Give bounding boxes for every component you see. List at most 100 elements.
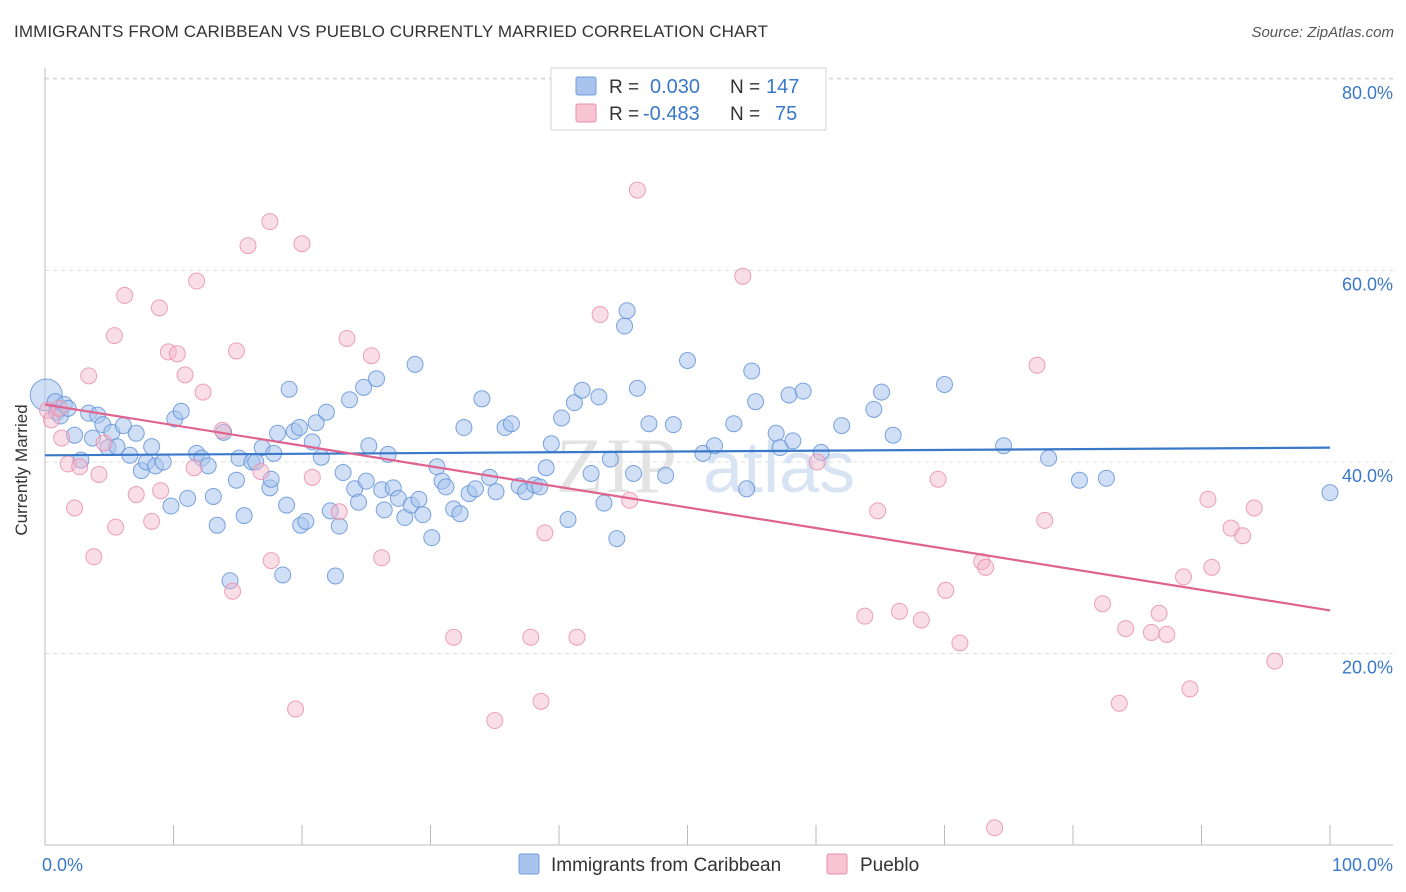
data-point-caribbean <box>179 489 197 507</box>
data-point-pueblo <box>1158 625 1176 643</box>
data-point-pueblo <box>1203 558 1221 576</box>
data-point-caribbean <box>582 464 600 482</box>
data-point-pueblo <box>986 819 1004 837</box>
data-point-caribbean <box>542 435 560 453</box>
data-point-pueblo <box>1266 652 1284 670</box>
data-point-caribbean <box>317 403 335 421</box>
data-point-caribbean <box>936 375 953 393</box>
data-point-caribbean <box>531 478 549 496</box>
data-point-caribbean <box>833 417 851 435</box>
data-point-pueblo <box>127 486 145 504</box>
series-caribbean-points <box>29 302 1339 590</box>
data-point-pueblo <box>1199 490 1217 508</box>
data-point-caribbean <box>1040 449 1058 467</box>
x-tick-label: 100.0% <box>1332 855 1393 875</box>
data-point-caribbean <box>664 416 682 434</box>
data-point-pueblo <box>71 458 89 476</box>
data-point-caribbean <box>590 388 608 406</box>
data-point-pueblo <box>224 582 242 600</box>
data-point-caribbean <box>204 487 222 505</box>
data-point-pueblo <box>116 286 134 304</box>
data-point-caribbean <box>657 466 675 484</box>
data-point-caribbean <box>437 478 455 496</box>
data-point-pueblo <box>856 607 874 625</box>
data-point-pueblo <box>445 628 463 646</box>
data-point-caribbean <box>559 510 577 528</box>
legend-bottom-label-pueblo: Pueblo <box>860 855 919 876</box>
data-point-caribbean <box>350 493 368 511</box>
data-point-pueblo <box>105 327 123 345</box>
data-point-caribbean <box>368 370 386 388</box>
data-point-caribbean <box>625 464 643 482</box>
legend-r-label: R = <box>609 104 639 125</box>
data-point-caribbean <box>162 497 180 515</box>
data-point-pueblo <box>1142 623 1160 641</box>
data-point-pueblo <box>808 453 826 471</box>
data-point-pueblo <box>168 345 186 363</box>
data-point-caribbean <box>172 402 190 420</box>
legend-n-label: N = <box>730 104 760 125</box>
data-point-pueblo <box>362 347 380 365</box>
data-point-caribbean <box>227 471 245 489</box>
legend-r-value: -0.483 <box>643 103 700 125</box>
data-point-caribbean <box>154 453 172 471</box>
data-point-caribbean <box>321 502 339 520</box>
chart-title: IMMIGRANTS FROM CARIBBEAN VS PUEBLO CURR… <box>14 22 768 41</box>
legend-swatch-blue <box>575 76 597 96</box>
data-point-pueblo <box>734 267 752 285</box>
data-point-pueblo <box>80 367 98 385</box>
y-tick-label: 20.0% <box>1342 658 1393 678</box>
data-point-pueblo <box>152 482 170 500</box>
x-tick-label: 0.0% <box>42 855 83 875</box>
data-point-pueblo <box>188 272 206 290</box>
watermark-zip: ZIP <box>556 422 679 509</box>
data-point-caribbean <box>1097 469 1115 487</box>
data-point-caribbean <box>423 529 441 547</box>
legend-n-value: 75 <box>775 103 797 125</box>
data-point-caribbean <box>297 512 315 530</box>
data-point-caribbean <box>307 414 325 432</box>
data-point-pueblo <box>1094 595 1112 613</box>
data-point-caribbean <box>537 459 555 477</box>
trend-lines <box>44 403 1331 612</box>
data-point-pueblo <box>1175 568 1193 586</box>
data-point-pueblo <box>1117 620 1135 638</box>
data-point-caribbean <box>595 494 613 512</box>
data-point-caribbean <box>616 317 634 335</box>
data-point-caribbean <box>865 400 883 418</box>
trend-line-pueblo <box>44 403 1331 612</box>
data-point-caribbean <box>355 378 373 396</box>
data-point-pueblo <box>252 463 270 481</box>
data-point-caribbean <box>747 393 765 411</box>
data-point-caribbean <box>410 490 428 508</box>
data-point-caribbean <box>884 426 902 444</box>
data-point-caribbean <box>143 438 161 456</box>
data-point-pueblo <box>185 459 203 477</box>
data-point-caribbean <box>290 419 308 437</box>
data-point-pueblo <box>303 468 321 486</box>
data-point-pueblo <box>227 342 245 360</box>
data-point-pueblo <box>338 329 356 347</box>
legend-top: R = 0.030 N = 147 R = -0.483 N = 75 <box>550 67 827 131</box>
data-point-pueblo <box>1234 527 1252 545</box>
data-point-pueblo <box>53 429 71 447</box>
source-credit: Source: ZipAtlas.com <box>1251 24 1394 41</box>
data-point-pueblo <box>373 549 391 567</box>
data-point-pueblo <box>261 213 279 231</box>
data-point-caribbean <box>330 517 348 535</box>
data-point-caribbean <box>628 379 646 397</box>
legend-bottom-label-caribbean: Immigrants from Caribbean <box>551 855 781 876</box>
data-point-pueblo <box>293 235 311 253</box>
data-point-caribbean <box>466 480 484 498</box>
data-point-pueblo <box>107 518 125 536</box>
data-point-pueblo <box>85 548 103 566</box>
data-point-caribbean <box>679 352 696 370</box>
data-point-pueblo <box>1028 356 1046 374</box>
data-point-pueblo <box>262 552 280 570</box>
trend-line-caribbean <box>44 446 1331 457</box>
data-point-caribbean <box>455 419 473 437</box>
data-point-caribbean <box>767 424 785 442</box>
data-point-caribbean <box>269 424 287 442</box>
data-point-pueblo <box>213 421 231 439</box>
